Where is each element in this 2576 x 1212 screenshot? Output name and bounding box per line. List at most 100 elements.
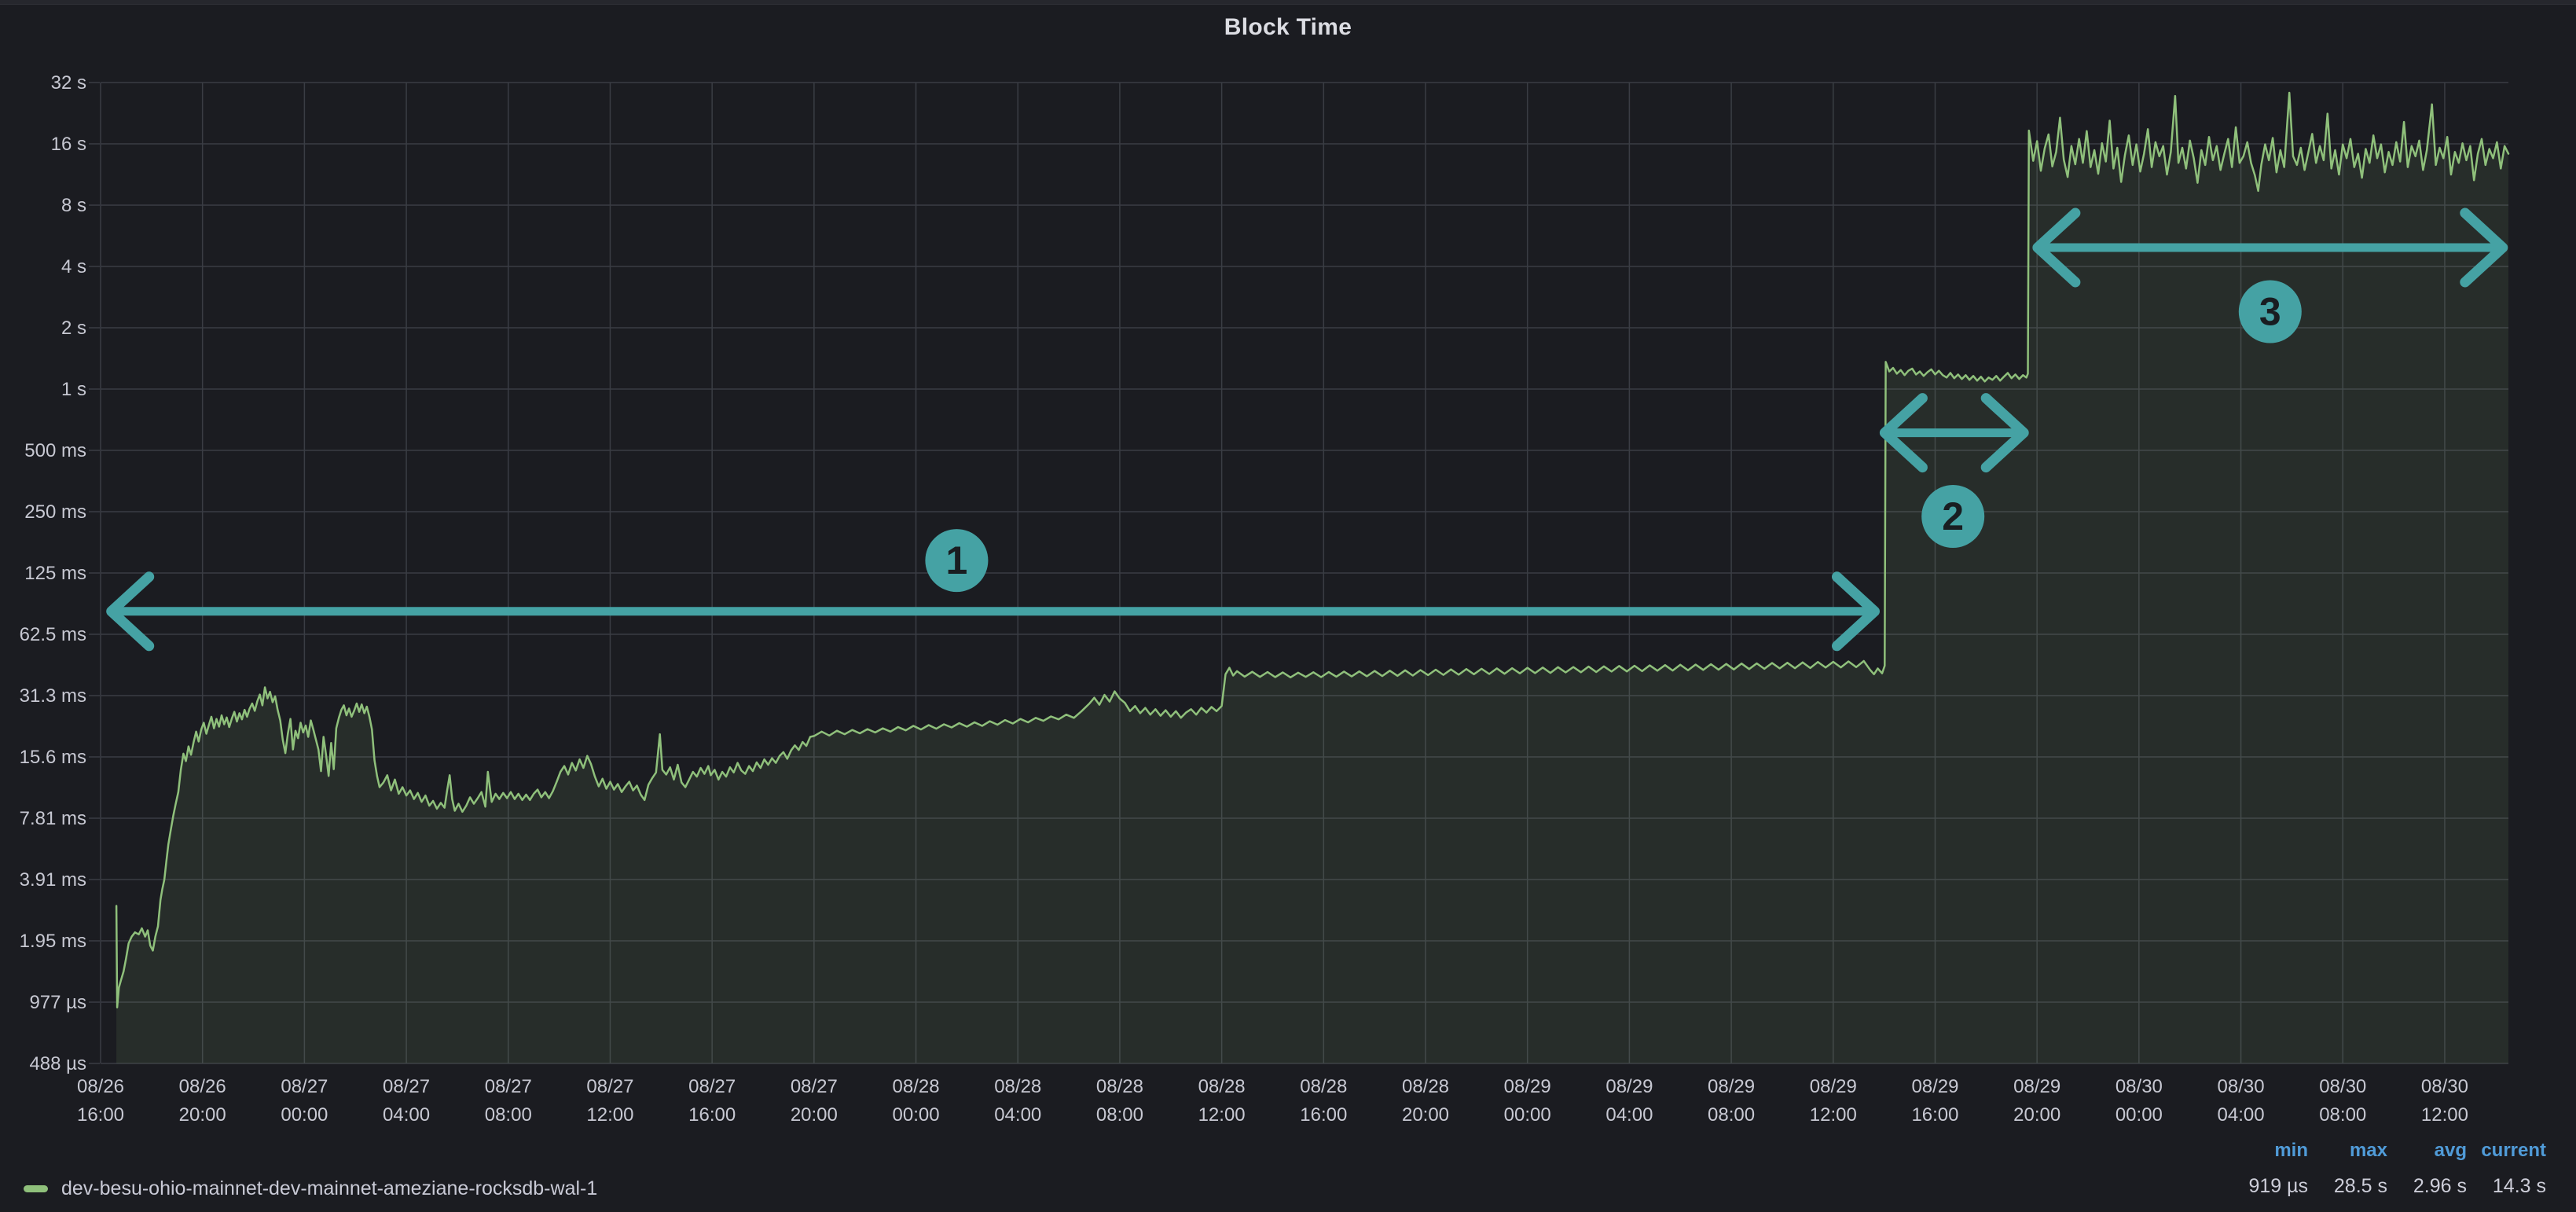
svg-text:3.91 ms: 3.91 ms <box>20 869 86 891</box>
svg-text:04:00: 04:00 <box>383 1104 430 1126</box>
series-area-fill <box>116 93 2508 1063</box>
annotation-arrowhead-icon <box>1879 393 1928 473</box>
svg-text:08:00: 08:00 <box>485 1104 532 1126</box>
svg-text:31.3 ms: 31.3 ms <box>20 685 86 707</box>
stat-value-current: 14.3 s <box>2492 1175 2546 1197</box>
svg-text:08/28: 08/28 <box>1300 1076 1347 1097</box>
svg-text:08/29: 08/29 <box>1810 1076 1857 1097</box>
svg-text:977 µs: 977 µs <box>29 992 86 1013</box>
svg-text:08/28: 08/28 <box>893 1076 940 1097</box>
legend-stats: min max avg current 919 µs 28.5 s 2.96 s… <box>2229 1138 2546 1198</box>
svg-text:08/27: 08/27 <box>586 1076 633 1097</box>
svg-text:08/27: 08/27 <box>383 1076 430 1097</box>
annotation-arrowhead-icon <box>1832 571 1880 652</box>
svg-text:1 s: 1 s <box>61 379 86 400</box>
svg-text:12:00: 12:00 <box>2421 1104 2468 1126</box>
svg-text:20:00: 20:00 <box>1402 1104 1449 1126</box>
plot-area[interactable] <box>101 83 2508 1063</box>
svg-text:08/29: 08/29 <box>1911 1076 1958 1097</box>
svg-text:7.81 ms: 7.81 ms <box>20 808 86 829</box>
annotation-arrowhead-icon <box>106 571 155 652</box>
annotation-circle <box>925 529 989 593</box>
annotation-arrowhead-icon <box>2032 208 2081 288</box>
stat-value-avg: 2.96 s <box>2413 1175 2467 1197</box>
annotation-arrowhead-icon <box>2460 208 2508 288</box>
svg-text:08/26: 08/26 <box>77 1076 124 1097</box>
svg-text:488 µs: 488 µs <box>29 1053 86 1074</box>
svg-text:250 ms: 250 ms <box>24 501 86 523</box>
svg-text:15.6 ms: 15.6 ms <box>20 747 86 768</box>
stat-value-max: 28.5 s <box>2333 1175 2387 1197</box>
panel-title: Block Time <box>1224 14 1352 40</box>
annotation-number: 3 <box>2259 290 2281 334</box>
svg-text:08/28: 08/28 <box>994 1076 1041 1097</box>
svg-text:00:00: 00:00 <box>281 1104 328 1126</box>
annotation-circle <box>1921 485 1985 548</box>
series-color-swatch-icon[interactable] <box>24 1184 48 1192</box>
series-line <box>115 91 2510 1008</box>
stat-header-min[interactable]: min <box>2274 1140 2308 1161</box>
svg-text:20:00: 20:00 <box>179 1104 226 1126</box>
svg-text:08/29: 08/29 <box>1504 1076 1551 1097</box>
svg-text:500 ms: 500 ms <box>24 440 86 461</box>
svg-text:08/30: 08/30 <box>2218 1076 2265 1097</box>
svg-text:00:00: 00:00 <box>1504 1104 1551 1126</box>
svg-text:08:00: 08:00 <box>1096 1104 1143 1126</box>
annotation-2: 2 <box>1879 393 2029 548</box>
stat-header-max[interactable]: max <box>2349 1140 2387 1161</box>
annotation-circle <box>2238 280 2302 343</box>
annotation-number: 1 <box>945 538 967 582</box>
svg-text:16:00: 16:00 <box>1911 1104 1958 1126</box>
window-top-strip <box>0 0 2576 5</box>
svg-text:20:00: 20:00 <box>791 1104 838 1126</box>
svg-text:08/27: 08/27 <box>688 1076 736 1097</box>
svg-text:16:00: 16:00 <box>77 1104 124 1126</box>
svg-text:08/27: 08/27 <box>281 1076 328 1097</box>
gridlines <box>89 82 2508 1064</box>
svg-text:00:00: 00:00 <box>2115 1104 2163 1126</box>
y-axis-labels: 32 s 16 s 8 s 4 s 2 s 1 s 500 ms 250 ms 125 ms 62… <box>20 72 86 1074</box>
svg-text:32 s: 32 s <box>51 72 86 94</box>
svg-text:08/26: 08/26 <box>179 1076 226 1097</box>
svg-text:08/28: 08/28 <box>1402 1076 1449 1097</box>
stat-value-min: 919 µs <box>2248 1175 2308 1197</box>
svg-text:12:00: 12:00 <box>1198 1104 1246 1126</box>
svg-text:04:00: 04:00 <box>1605 1104 1653 1126</box>
svg-text:4 s: 4 s <box>61 256 86 277</box>
svg-text:04:00: 04:00 <box>2218 1104 2265 1126</box>
svg-text:04:00: 04:00 <box>994 1104 1041 1126</box>
annotation-arrowhead-icon <box>1980 393 2029 473</box>
svg-text:08/28: 08/28 <box>1096 1076 1143 1097</box>
svg-text:08/27: 08/27 <box>485 1076 532 1097</box>
svg-text:08/29: 08/29 <box>2013 1076 2060 1097</box>
stat-header-avg[interactable]: avg <box>2434 1140 2467 1161</box>
svg-text:08/29: 08/29 <box>1708 1076 1755 1097</box>
stat-header-current[interactable]: current <box>2481 1140 2546 1161</box>
svg-text:2 s: 2 s <box>61 318 86 339</box>
svg-text:08:00: 08:00 <box>2319 1104 2366 1126</box>
annotation-3: 3 <box>2032 208 2508 343</box>
legend-series-row[interactable]: dev-besu-ohio-mainnet-dev-mainnet-amezia… <box>24 1176 597 1201</box>
svg-text:125 ms: 125 ms <box>24 563 86 584</box>
legend-stats-values: 919 µs 28.5 s 2.96 s 14.3 s <box>2229 1163 2546 1198</box>
svg-text:16 s: 16 s <box>51 134 86 155</box>
svg-text:12:00: 12:00 <box>1810 1104 1857 1126</box>
legend-series-label[interactable]: dev-besu-ohio-mainnet-dev-mainnet-amezia… <box>61 1177 598 1199</box>
svg-text:08/30: 08/30 <box>2115 1076 2163 1097</box>
svg-text:08:00: 08:00 <box>1708 1104 1755 1126</box>
svg-text:62.5 ms: 62.5 ms <box>20 624 86 645</box>
svg-text:08/29: 08/29 <box>1605 1076 1653 1097</box>
svg-text:08/30: 08/30 <box>2319 1076 2366 1097</box>
svg-text:16:00: 16:00 <box>1300 1104 1347 1126</box>
svg-text:8 s: 8 s <box>61 195 86 216</box>
svg-text:08/27: 08/27 <box>791 1076 838 1097</box>
svg-text:20:00: 20:00 <box>2013 1104 2060 1126</box>
annotation-1: 1 <box>106 529 1880 652</box>
x-axis-labels: 08/26 16:00 08/26 20:00 08/27 00:00 08/27 04:00… <box>77 1076 2468 1126</box>
svg-text:1.95 ms: 1.95 ms <box>20 931 86 952</box>
svg-text:16:00: 16:00 <box>688 1104 736 1126</box>
svg-text:08/30: 08/30 <box>2421 1076 2468 1097</box>
svg-text:00:00: 00:00 <box>893 1104 940 1126</box>
